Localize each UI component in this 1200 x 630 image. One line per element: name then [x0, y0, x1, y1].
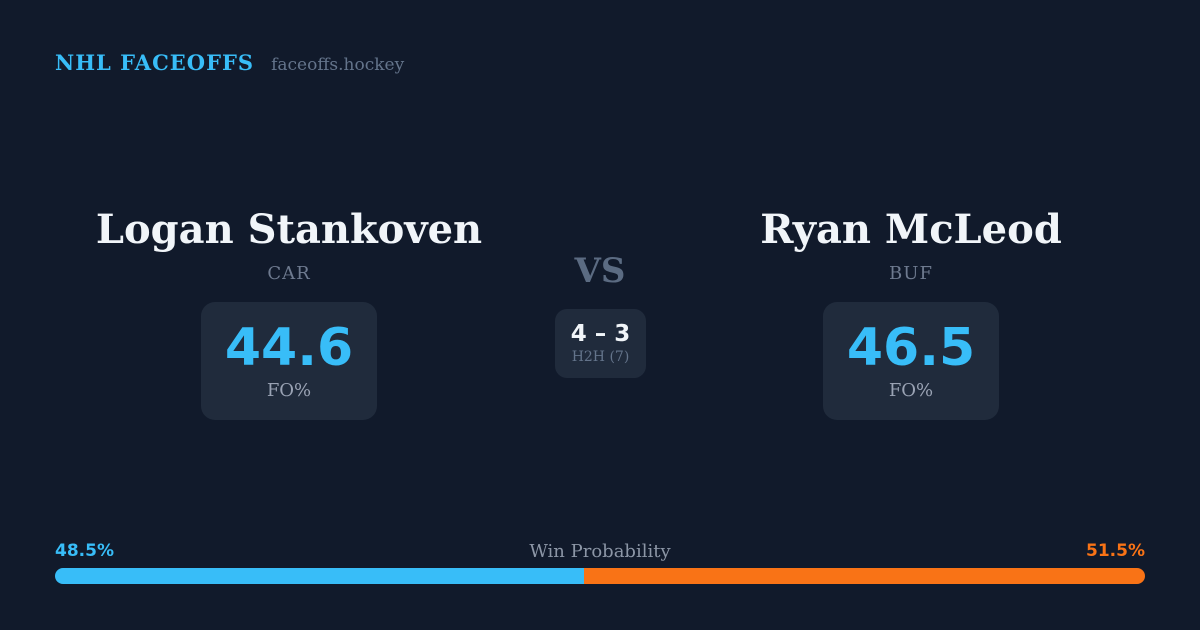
vs-label: VS [574, 251, 626, 291]
stat-card-away: 46.5 FO% [823, 302, 999, 420]
h2h-label: H2H (7) [571, 349, 630, 366]
player-name-home: Logan Stankoven [95, 206, 483, 253]
header: NHL FACEOFFS faceoffs.hockey [55, 50, 404, 75]
player-team-home: CAR [267, 263, 311, 284]
faceoff-pct-label-home: FO% [266, 379, 312, 401]
h2h-score: 4 – 3 [570, 320, 631, 347]
win-prob-pct-home: 48.5% [55, 541, 114, 561]
win-probability-labels: 48.5% Win Probability 51.5% [55, 541, 1145, 563]
player-team-away: BUF [889, 263, 933, 284]
player-name-away: Ryan McLeod [760, 206, 1062, 253]
win-probability-bar [55, 568, 1145, 584]
site-url: faceoffs.hockey [271, 55, 405, 75]
win-probability-bar-away-segment [583, 568, 1145, 584]
win-probability-title: Win Probability [529, 541, 671, 562]
faceoff-pct-label-away: FO% [888, 379, 934, 401]
brand-title: NHL FACEOFFS [55, 50, 255, 75]
stat-card-home: 44.6 FO% [201, 302, 377, 420]
win-probability-bar-home-segment [55, 568, 584, 584]
win-prob-pct-away: 51.5% [1086, 541, 1145, 561]
faceoff-pct-home: 44.6 [224, 318, 354, 379]
faceoff-pct-away: 46.5 [846, 318, 976, 379]
h2h-card: 4 – 3 H2H (7) [555, 309, 646, 378]
